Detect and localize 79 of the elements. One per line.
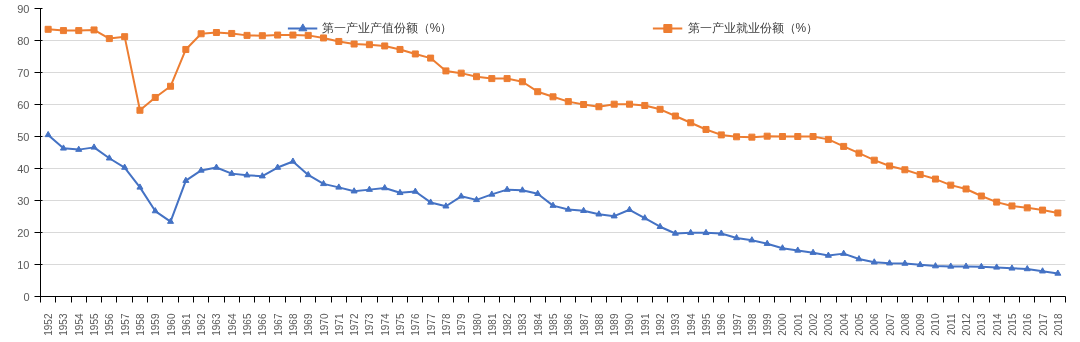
x-tick-label: 2017 [1037, 313, 1049, 336]
x-tick-label: 1999 [762, 313, 774, 336]
x-tick-label: 2009 [915, 313, 927, 336]
x-tick-label: 1980 [471, 313, 483, 336]
x-tick-label: 1996 [716, 313, 728, 336]
x-tick-label: 1979 [456, 313, 468, 336]
x-tick-label: 1958 [134, 313, 146, 336]
x-tick-label: 1962 [196, 313, 208, 336]
x-tick-label: 1988 [593, 313, 605, 336]
x-tick-label: 1990 [624, 313, 636, 336]
x-tick-label: 1976 [410, 313, 422, 336]
y-tick-label: 10 [17, 258, 30, 271]
x-tick-label: 2006 [869, 313, 881, 336]
x-tick-label: 1960 [165, 313, 177, 336]
x-tick-label: 2011 [945, 313, 957, 335]
x-tick-label: 1992 [655, 313, 667, 336]
x-tick-label: 1978 [440, 313, 452, 336]
y-tick-label: 60 [17, 98, 30, 111]
x-tick-label: 2002 [808, 313, 820, 336]
x-tick-label: 1984 [532, 313, 544, 336]
x-tick-label: 1959 [150, 313, 162, 336]
x-tick-label: 2000 [777, 313, 789, 336]
x-tick-label: 1968 [287, 313, 299, 336]
x-tick-label: 1955 [89, 313, 101, 336]
x-tick-label: 2010 [930, 313, 942, 336]
x-tick-label: 2015 [1006, 313, 1018, 336]
x-tick-label: 1961 [180, 313, 192, 336]
x-tick-label: 2013 [976, 313, 988, 336]
x-tick-label: 2003 [823, 313, 835, 336]
x-tick-label: 1986 [563, 313, 575, 336]
x-tick-label: 1987 [578, 313, 590, 336]
x-tick-label: 1972 [349, 313, 361, 336]
y-tick-label: 40 [17, 162, 30, 175]
x-tick-label: 2018 [1052, 313, 1064, 336]
x-tick-label: 1977 [425, 313, 437, 336]
y-tick-label: 50 [17, 130, 30, 143]
x-tick-label: 1964 [226, 313, 238, 336]
x-tick-label: 1954 [73, 313, 85, 336]
x-tick-label: 1985 [548, 313, 559, 336]
x-tick-label: 1971 [333, 313, 345, 336]
x-tick-label: 1967 [272, 313, 284, 336]
x-tick-label: 1982 [502, 313, 514, 336]
x-tick-label: 2007 [884, 313, 896, 336]
x-tick-label: 1991 [639, 313, 651, 336]
x-tick-label: 1993 [670, 313, 682, 336]
x-tick-label: 2014 [991, 313, 1003, 336]
y-tick-label: 70 [17, 66, 30, 79]
legend-label: 第一产业就业份额（%） [687, 19, 819, 37]
x-tick-label: 1973 [364, 313, 376, 336]
x-tick-label: 1953 [58, 313, 70, 336]
x-tick-label: 1957 [119, 313, 131, 336]
x-tick-label: 1981 [486, 313, 498, 336]
x-tick-label: 1965 [242, 313, 254, 336]
x-tick-label: 1983 [517, 313, 529, 336]
y-tick-label: 20 [17, 226, 30, 239]
legend-label: 第一产业产值份额（%） [321, 19, 453, 37]
x-tick-label: 1998 [746, 313, 758, 336]
x-tick-label: 1966 [257, 313, 269, 336]
x-tick-label: 2016 [1022, 313, 1034, 336]
x-tick-label: 1969 [303, 313, 315, 336]
x-tick-label: 1995 [700, 313, 712, 336]
y-tick-label: 30 [17, 194, 30, 207]
x-tick-label: 1994 [685, 313, 697, 336]
x-tick-label: 2008 [899, 313, 911, 336]
x-tick-label: 1975 [395, 313, 407, 336]
y-tick-label: 90 [17, 2, 30, 15]
x-tick-label: 1997 [731, 313, 743, 336]
x-tick-label: 1989 [609, 313, 621, 336]
x-tick-label: 1952 [43, 313, 55, 336]
y-tick-label: 80 [17, 34, 30, 47]
x-tick-label: 1956 [104, 313, 116, 336]
x-tick-label: 1974 [379, 313, 391, 336]
x-tick-label: 2005 [853, 313, 865, 336]
x-tick-label: 1970 [318, 313, 330, 336]
x-tick-label: 1963 [211, 313, 223, 336]
x-tick-label: 2004 [838, 313, 850, 336]
x-tick-label: 2012 [961, 313, 973, 336]
x-tick-label: 2001 [792, 313, 804, 336]
y-tick-label: 0 [23, 290, 30, 303]
